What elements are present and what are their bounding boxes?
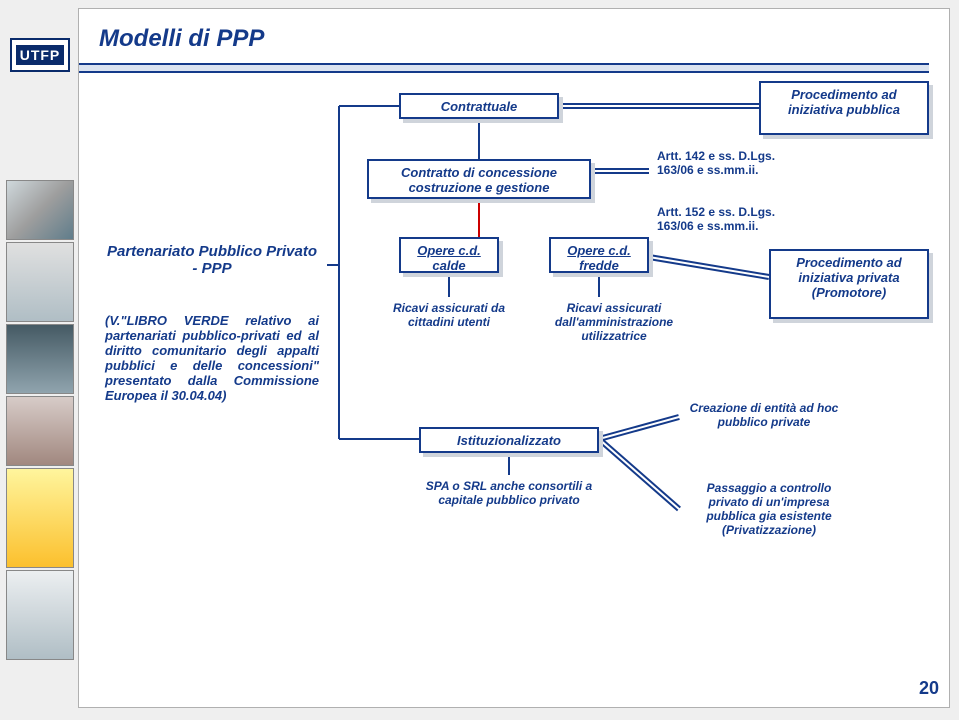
title-rule [79, 63, 929, 79]
node-artt142: Artt. 142 e ss. D.Lgs. 163/06 e ss.mm.ii… [649, 145, 789, 181]
thumb-5 [6, 468, 74, 568]
node-contratto: Contratto di concessione costruzione e g… [367, 159, 591, 199]
node-contrattuale: Contrattuale [399, 93, 559, 119]
node-opere_fredde: Opere c.d. fredde [549, 237, 649, 273]
thumb-6 [6, 570, 74, 660]
node-passaggio: Passaggio a controllo privato di un'impr… [679, 477, 859, 541]
title-wrap: Modelli di PPP [99, 25, 929, 53]
slide: Modelli di PPP Partenariato Pubblico Pri… [78, 8, 950, 708]
node-opere_calde: Opere c.d. calde [399, 237, 499, 273]
logo: UTFP [10, 38, 70, 72]
node-creazione: Creazione di entità ad hoc pubblico priv… [679, 397, 849, 433]
thumb-3 [6, 324, 74, 394]
ppp-heading: Partenariato Pubblico Privato - PPP [97, 239, 327, 281]
logo-text: UTFP [16, 45, 65, 65]
page-number: 20 [919, 678, 939, 699]
node-ricavi_cittadini: Ricavi assicurati da cittadini utenti [379, 297, 519, 333]
slide-title: Modelli di PPP [99, 25, 929, 53]
thumb-1 [6, 180, 74, 240]
thumb-2 [6, 242, 74, 322]
node-proc_pubblica: Procedimento ad iniziativa pubblica [759, 81, 929, 135]
node-ricavi_amm: Ricavi assicurati dall'amministrazione u… [529, 297, 699, 347]
node-spa: SPA o SRL anche consortili a capitale pu… [409, 475, 609, 511]
libro-verde-text: (V."LIBRO VERDE relativo ai partenariati… [97, 309, 327, 407]
node-artt152: Artt. 152 e ss. D.Lgs. 163/06 e ss.mm.ii… [649, 201, 789, 237]
thumb-4 [6, 396, 74, 466]
node-proc_privata: Procedimento ad iniziativa privata (Prom… [769, 249, 929, 319]
node-istituzionalizzato: Istituzionalizzato [419, 427, 599, 453]
image-strip [6, 180, 74, 660]
